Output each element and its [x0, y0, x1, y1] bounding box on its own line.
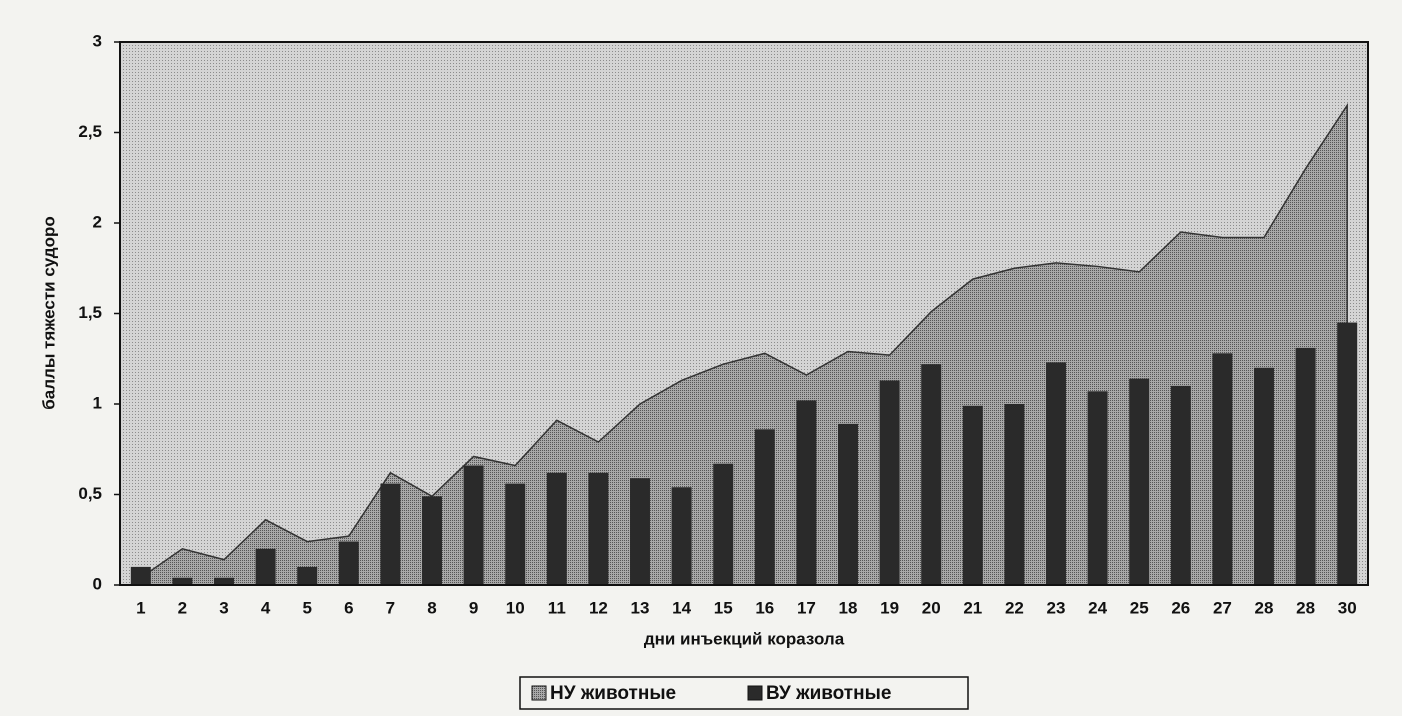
x-axis-label: дни инъекций коразола — [644, 629, 845, 648]
x-tick-label: 25 — [1130, 598, 1149, 617]
bar — [1170, 385, 1191, 585]
x-tick-label: 3 — [219, 598, 228, 617]
x-tick-label: 12 — [589, 598, 608, 617]
x-tick-label: 22 — [1005, 598, 1024, 617]
y-tick-label: 3 — [93, 31, 102, 50]
x-tick-label: 8 — [427, 598, 436, 617]
x-tick-label: 4 — [261, 598, 271, 617]
bar — [338, 541, 359, 585]
bar — [546, 472, 567, 585]
x-tick-label: 24 — [1088, 598, 1107, 617]
bar — [463, 465, 484, 585]
x-tick-label: 18 — [839, 598, 858, 617]
bar — [796, 400, 817, 585]
x-tick-label: 26 — [1171, 598, 1190, 617]
y-tick-label: 2,5 — [78, 122, 102, 141]
x-tick-label: 11 — [548, 598, 566, 617]
legend-label: НУ животные — [550, 683, 676, 704]
bar — [172, 577, 193, 585]
bar — [297, 566, 318, 585]
x-tick-label: 16 — [755, 598, 774, 617]
x-tick-label: 19 — [880, 598, 899, 617]
legend — [519, 676, 969, 710]
legend-swatch — [747, 685, 763, 701]
bar — [1004, 404, 1025, 585]
bar — [754, 429, 775, 585]
bar — [1254, 367, 1274, 585]
bar — [713, 463, 734, 585]
y-tick-label: 1 — [93, 393, 102, 412]
bar — [1087, 391, 1108, 585]
bar — [671, 487, 692, 585]
bar — [838, 423, 858, 585]
bar — [380, 483, 401, 585]
x-tick-label: 9 — [469, 598, 478, 617]
bar — [1295, 347, 1316, 585]
x-tick-label: 1 — [136, 598, 145, 617]
x-tick-label: 21 — [963, 598, 982, 617]
bar — [214, 577, 234, 585]
bar — [1129, 378, 1150, 585]
x-tick-label: 10 — [506, 598, 525, 617]
x-tick-label: 27 — [1213, 598, 1232, 617]
x-tick-label: 23 — [1047, 598, 1066, 617]
bar — [130, 566, 151, 585]
bar — [962, 405, 983, 585]
bar — [630, 478, 650, 585]
x-tick-label: 6 — [344, 598, 353, 617]
y-tick-label: 2 — [93, 212, 102, 231]
x-tick-label: 28 — [1296, 598, 1315, 617]
x-tick-label: 30 — [1338, 598, 1357, 617]
x-tick-label: 14 — [672, 598, 691, 617]
legend-swatch — [531, 685, 547, 701]
bar — [879, 380, 900, 585]
bar — [1337, 322, 1358, 585]
bar — [588, 472, 609, 585]
bar — [505, 483, 526, 585]
y-tick-label: 0 — [93, 574, 102, 593]
x-tick-label: 20 — [922, 598, 941, 617]
bar — [921, 364, 942, 585]
area — [140, 102, 1348, 586]
x-tick-label: 2 — [178, 598, 187, 617]
y-axis-label: баллы тяжести судоро — [39, 216, 58, 409]
y-tick-label: 1,5 — [78, 303, 102, 322]
bar — [1212, 353, 1233, 585]
x-tick-label: 5 — [302, 598, 311, 617]
y-tick-label: 0,5 — [78, 484, 102, 503]
x-tick-label: 7 — [386, 598, 395, 617]
bar — [255, 548, 276, 585]
x-tick-label: 28 — [1255, 598, 1274, 617]
x-tick-label: 13 — [631, 598, 650, 617]
bar — [1046, 362, 1066, 585]
bar — [422, 496, 442, 585]
legend-label: ВУ животные — [766, 683, 891, 704]
x-tick-label: 17 — [797, 598, 816, 617]
x-tick-label: 15 — [714, 598, 733, 617]
